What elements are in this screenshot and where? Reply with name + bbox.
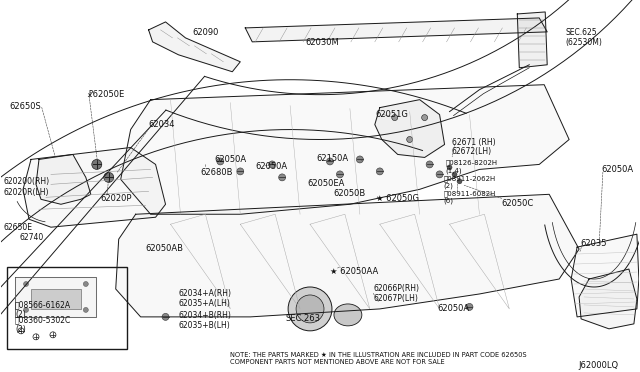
Circle shape [24, 282, 29, 286]
Text: 62050C: 62050C [501, 199, 534, 208]
Circle shape [83, 307, 88, 312]
Text: 62671 (RH): 62671 (RH) [452, 138, 495, 147]
Text: Ⓝ08566-6162A
(2): Ⓝ08566-6162A (2) [15, 300, 71, 319]
Polygon shape [121, 85, 569, 214]
Text: ★ 62050AA: ★ 62050AA [330, 267, 378, 276]
Text: SEC.263: SEC.263 [285, 314, 320, 323]
Circle shape [376, 168, 383, 175]
Text: SEC.625
(62530M): SEC.625 (62530M) [565, 28, 602, 47]
Circle shape [422, 115, 428, 121]
Text: 62020P: 62020P [100, 194, 132, 203]
Circle shape [426, 161, 433, 168]
Text: ★ 62050G: ★ 62050G [376, 194, 419, 203]
Text: 62035: 62035 [580, 239, 607, 248]
Polygon shape [375, 100, 445, 157]
Text: 62740: 62740 [19, 233, 44, 242]
Text: 62650E: 62650E [3, 223, 32, 232]
Text: ☧62050E: ☧62050E [86, 90, 124, 99]
Circle shape [278, 174, 285, 181]
Circle shape [406, 137, 413, 142]
Text: 62050A: 62050A [601, 166, 633, 174]
Text: 62672(LH): 62672(LH) [452, 147, 492, 157]
Text: 62650S: 62650S [9, 102, 41, 110]
Text: 62050A: 62050A [214, 155, 246, 164]
Circle shape [288, 287, 332, 331]
Text: 62090: 62090 [193, 28, 219, 37]
Text: 62034+B(RH)
62035+B(LH): 62034+B(RH) 62035+B(LH) [179, 311, 232, 330]
Circle shape [217, 158, 224, 165]
Text: 62066P(RH)
62067P(LH): 62066P(RH) 62067P(LH) [374, 284, 420, 304]
Text: Ⓝ08911-6082H
(6): Ⓝ08911-6082H (6) [444, 190, 496, 205]
Text: 62051G: 62051G [376, 110, 409, 119]
Circle shape [457, 179, 462, 184]
Polygon shape [116, 194, 579, 317]
Circle shape [337, 171, 344, 178]
Polygon shape [245, 18, 547, 42]
Circle shape [92, 160, 102, 169]
Text: 62050EA: 62050EA [307, 179, 344, 188]
Circle shape [436, 171, 443, 178]
Circle shape [452, 172, 457, 177]
Polygon shape [517, 12, 547, 68]
Circle shape [466, 304, 473, 310]
Circle shape [237, 168, 244, 175]
Polygon shape [148, 22, 240, 72]
Text: 62680B: 62680B [200, 169, 233, 177]
Circle shape [326, 158, 333, 165]
Circle shape [269, 161, 276, 168]
Circle shape [447, 165, 452, 170]
Circle shape [356, 156, 364, 163]
Bar [7, 267, 127, 349]
Polygon shape [15, 277, 96, 317]
Bar [31, 289, 81, 309]
Text: Ⓝ08911-2062H
(2): Ⓝ08911-2062H (2) [444, 175, 496, 189]
Circle shape [24, 307, 29, 312]
Polygon shape [579, 269, 637, 329]
Circle shape [83, 282, 88, 286]
Circle shape [162, 313, 169, 320]
Polygon shape [571, 234, 639, 317]
Ellipse shape [334, 304, 362, 326]
Circle shape [392, 115, 397, 121]
Text: ⒲08360-5302C
(2): ⒲08360-5302C (2) [15, 315, 71, 334]
Text: 62034+A(RH)
62035+A(LH): 62034+A(RH) 62035+A(LH) [179, 289, 232, 308]
Text: ⒲08126-8202H
(1,4): ⒲08126-8202H (1,4) [445, 160, 498, 174]
Text: 62050A: 62050A [255, 163, 287, 171]
Circle shape [296, 295, 324, 323]
Text: 62150A: 62150A [316, 154, 348, 163]
Text: 62050B: 62050B [333, 189, 365, 198]
Text: 620200(RH)
62020R(LH): 620200(RH) 62020R(LH) [3, 177, 49, 197]
Text: NOTE: THE PARTS MARKED ★ IN THE ILLUSTRATION ARE INCLUDED IN PART CODE 62650S
CO: NOTE: THE PARTS MARKED ★ IN THE ILLUSTRA… [230, 352, 527, 365]
Text: 62034: 62034 [148, 119, 175, 129]
Text: 62050AB: 62050AB [146, 244, 184, 253]
Text: J62000LQ: J62000LQ [579, 361, 619, 370]
Text: 62030M: 62030M [305, 38, 339, 47]
Circle shape [104, 172, 114, 182]
Polygon shape [36, 154, 91, 204]
Polygon shape [23, 147, 166, 227]
Text: 62050A: 62050A [438, 304, 470, 313]
